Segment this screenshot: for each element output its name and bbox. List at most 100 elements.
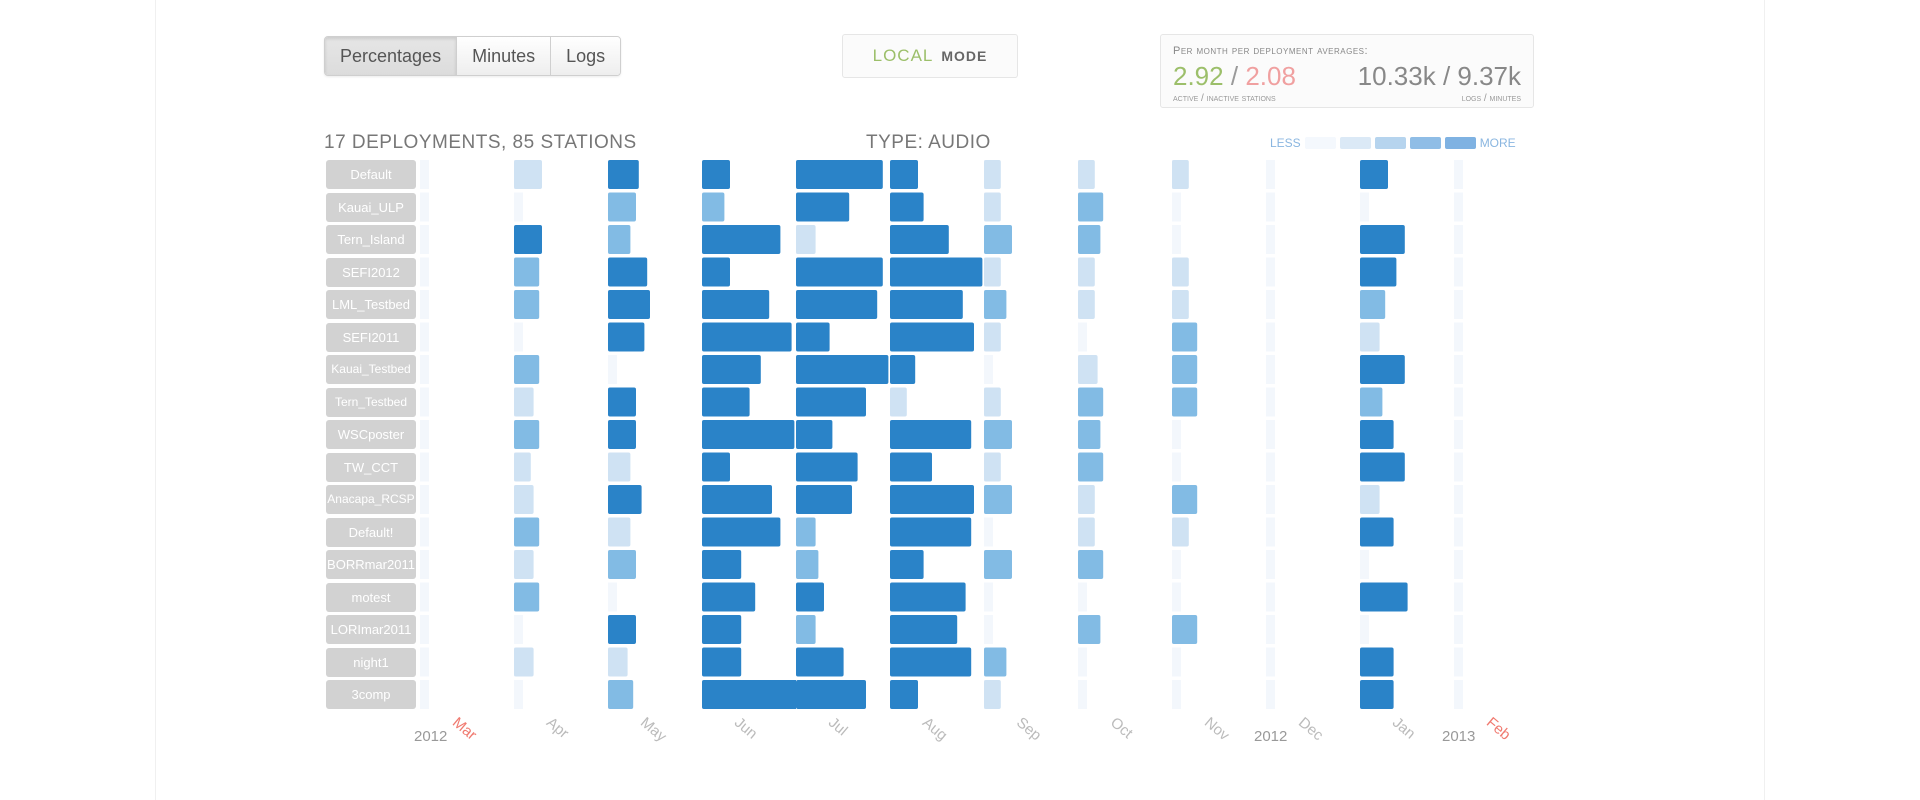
heatmap-cell[interactable]	[514, 452, 531, 482]
heatmap-cell[interactable]	[702, 517, 781, 547]
heatmap-cell[interactable]	[890, 257, 983, 287]
heatmap-cell[interactable]	[608, 160, 639, 189]
heatmap-cell[interactable]	[702, 387, 750, 417]
heatmap-cell[interactable]	[1078, 290, 1095, 319]
heatmap-cell[interactable]	[608, 225, 631, 254]
heatmap-cell[interactable]	[984, 485, 1012, 514]
heatmap-cell[interactable]	[890, 322, 974, 352]
heatmap-cell[interactable]	[608, 452, 631, 482]
heatmap-cell[interactable]	[702, 485, 772, 514]
heatmap-cell[interactable]	[890, 452, 932, 482]
heatmap-cell[interactable]	[1078, 160, 1095, 189]
heatmap-cell[interactable]	[984, 290, 1007, 319]
heatmap-cell[interactable]	[1078, 452, 1104, 482]
deployment-label[interactable]: Tern_Island	[326, 225, 416, 254]
heatmap-cell[interactable]	[514, 517, 540, 547]
heatmap-cell[interactable]	[890, 550, 924, 579]
heatmap-cell[interactable]	[796, 355, 889, 384]
heatmap-cell[interactable]	[1360, 452, 1405, 482]
logs-button[interactable]: Logs	[551, 37, 621, 75]
deployment-label[interactable]: night1	[326, 647, 416, 677]
heatmap-cell[interactable]	[890, 615, 958, 644]
heatmap-cell[interactable]	[1172, 517, 1189, 547]
heatmap-cell[interactable]	[702, 420, 795, 449]
heatmap-cell[interactable]	[514, 257, 540, 287]
heatmap-cell[interactable]	[890, 387, 907, 417]
heatmap-cell[interactable]	[1078, 615, 1101, 644]
heatmap-cell[interactable]	[890, 680, 918, 709]
heatmap-cell[interactable]	[796, 452, 858, 482]
minutes-button[interactable]: Minutes	[457, 37, 552, 75]
deployment-label[interactable]: SEFI2012	[326, 257, 416, 287]
heatmap-cell[interactable]	[514, 355, 540, 384]
heatmap-cell[interactable]	[1360, 582, 1408, 612]
heatmap-cell[interactable]	[702, 257, 730, 287]
heatmap-cell[interactable]	[796, 615, 816, 644]
heatmap-cell[interactable]	[1078, 517, 1095, 547]
heatmap-cell[interactable]	[608, 420, 636, 449]
heatmap-cell[interactable]	[1172, 257, 1189, 287]
heatmap-cell[interactable]	[1360, 160, 1388, 189]
heatmap-cell[interactable]	[514, 387, 534, 417]
deployment-label[interactable]: Default	[326, 160, 416, 189]
heatmap-cell[interactable]	[796, 387, 866, 417]
heatmap-cell[interactable]	[608, 550, 636, 579]
heatmap-cell[interactable]	[1172, 160, 1189, 189]
heatmap-cell[interactable]	[1360, 355, 1405, 384]
heatmap-cell[interactable]	[1172, 485, 1198, 514]
heatmap-cell[interactable]	[608, 322, 645, 352]
heatmap-cell[interactable]	[514, 290, 540, 319]
heatmap-cell[interactable]	[702, 225, 781, 254]
deployment-label[interactable]: BORRmar2011	[326, 550, 416, 579]
heatmap-cell[interactable]	[702, 582, 756, 612]
heatmap-cell[interactable]	[1360, 290, 1386, 319]
heatmap-cell[interactable]	[984, 452, 1001, 482]
heatmap-cell[interactable]	[702, 452, 730, 482]
heatmap-cell[interactable]	[1360, 517, 1394, 547]
heatmap-cell[interactable]	[1360, 647, 1394, 677]
heatmap-cell[interactable]	[1078, 355, 1098, 384]
deployment-label[interactable]: Kauai_ULP	[326, 192, 416, 222]
heatmap-cell[interactable]	[608, 680, 634, 709]
heatmap-cell[interactable]	[608, 517, 631, 547]
heatmap-cell[interactable]	[984, 160, 1001, 189]
heatmap-cell[interactable]	[796, 420, 833, 449]
deployment-label[interactable]: motest	[326, 582, 416, 612]
heatmap-cell[interactable]	[984, 387, 1001, 417]
heatmap-cell[interactable]	[890, 225, 949, 254]
heatmap-cell[interactable]	[1078, 420, 1101, 449]
heatmap-cell[interactable]	[984, 680, 1001, 709]
heatmap-cell[interactable]	[702, 550, 742, 579]
heatmap-cell[interactable]	[608, 647, 628, 677]
heatmap-cell[interactable]	[608, 290, 650, 319]
heatmap-cell[interactable]	[984, 225, 1012, 254]
heatmap-cell[interactable]	[796, 290, 878, 319]
deployment-label[interactable]: TW_CCT	[326, 452, 416, 482]
heatmap-cell[interactable]	[1172, 355, 1198, 384]
deployment-label[interactable]: WSCposter	[326, 420, 416, 449]
heatmap-cell[interactable]	[514, 647, 534, 677]
heatmap-cell[interactable]	[796, 485, 852, 514]
heatmap-cell[interactable]	[702, 647, 742, 677]
heatmap-cell[interactable]	[1078, 257, 1095, 287]
deployment-label[interactable]: LML_Testbed	[326, 290, 416, 319]
heatmap-cell[interactable]	[1360, 680, 1394, 709]
heatmap-cell[interactable]	[1078, 192, 1104, 222]
deployment-label[interactable]: Tern_Testbed	[326, 387, 416, 417]
deployment-label[interactable]: Kauai_Testbed	[326, 355, 416, 384]
heatmap-cell[interactable]	[1172, 615, 1198, 644]
heatmap-cell[interactable]	[796, 225, 816, 254]
heatmap-cell[interactable]	[702, 160, 730, 189]
heatmap-cell[interactable]	[608, 485, 642, 514]
heatmap-cell[interactable]	[796, 680, 866, 709]
heatmap-cell[interactable]	[702, 355, 761, 384]
heatmap-cell[interactable]	[608, 387, 636, 417]
deployment-label[interactable]: LORImar2011	[326, 615, 416, 644]
percentages-button[interactable]: Percentages	[325, 37, 458, 75]
heatmap-cell[interactable]	[1360, 387, 1383, 417]
heatmap-cell[interactable]	[890, 160, 918, 189]
heatmap-cell[interactable]	[702, 192, 725, 222]
heatmap-cell[interactable]	[796, 257, 883, 287]
deployment-label[interactable]: 3comp	[326, 680, 416, 709]
heatmap-cell[interactable]	[796, 582, 824, 612]
